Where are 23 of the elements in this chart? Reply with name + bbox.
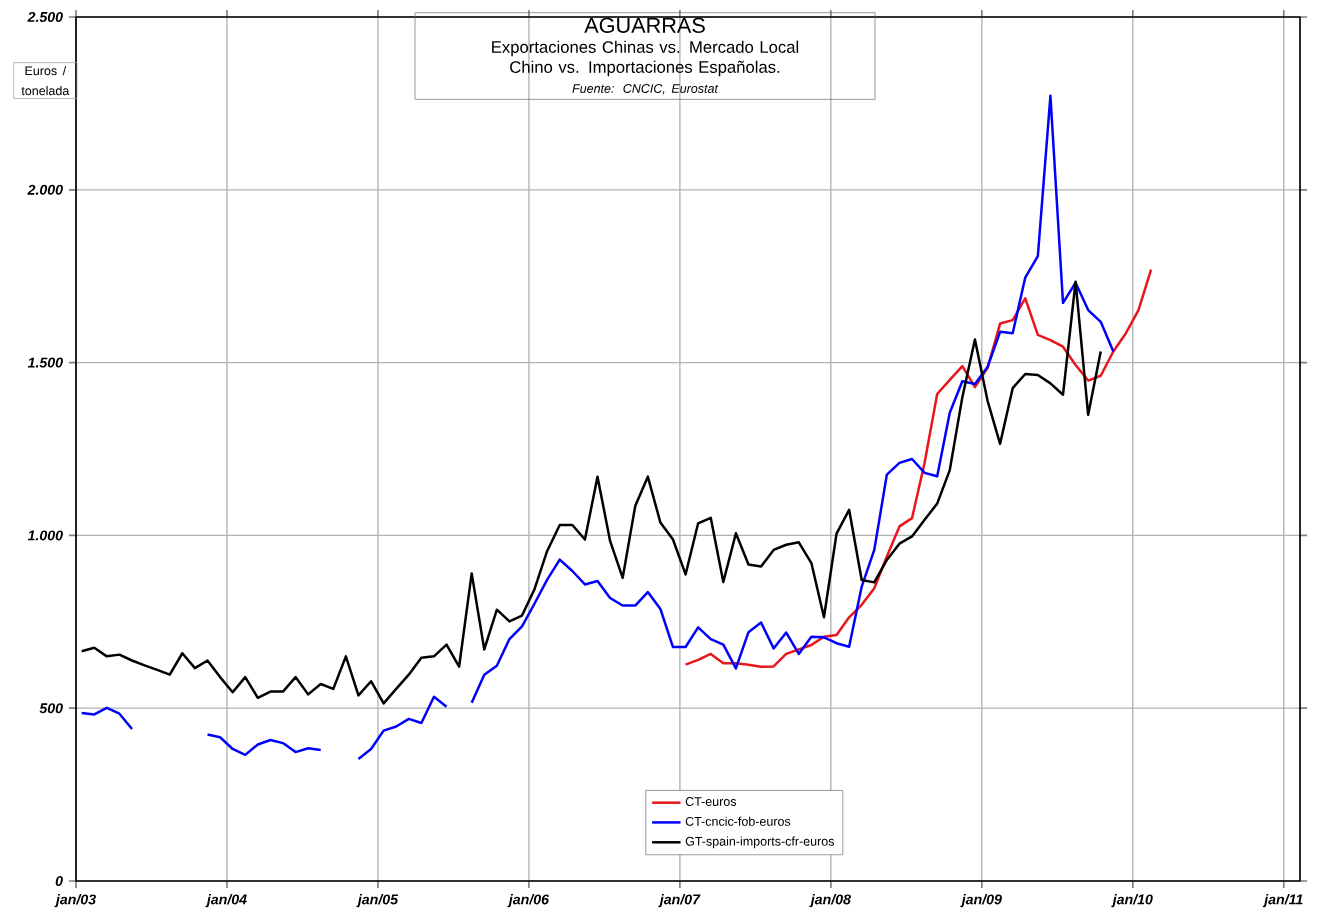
- x-tick-label: jan/05: [356, 893, 399, 908]
- y-tick-label: 2.000: [27, 184, 63, 195]
- chart-title: AGUARRAS: [584, 17, 705, 33]
- legend-label: GT-spain-imports-cfr-euros: [685, 836, 834, 849]
- y-tick-label: 1.500: [27, 357, 63, 368]
- text: Exportaciones Chinas vs. Mercado Local Chino vs. Importaciones Españolas.: [492, 40, 799, 77]
- legend-label: CT-euros: [685, 797, 737, 806]
- x-tick-label: jan/09: [960, 893, 1002, 908]
- legend-label: CT-cncic-fob-euros: [685, 816, 791, 826]
- line-series: [80, 280, 1102, 705]
- x-tick-label: jan/11: [1262, 893, 1303, 908]
- x-tick-label: jan/06: [507, 893, 550, 908]
- x-tick-label: jan/08: [809, 893, 851, 908]
- x-tick-label: jan/07: [658, 893, 701, 908]
- x-tick-label: jan/03: [54, 893, 96, 908]
- x-tick-label: jan/04: [205, 893, 247, 908]
- x-tick-label: jan/10: [1111, 893, 1153, 908]
- y-tick-label: 1.000: [27, 530, 63, 541]
- y-tick-label: 500: [39, 703, 63, 714]
- y-tick-label: 2.500: [27, 11, 63, 22]
- y-axis-title: Euros / tonelada: [21, 66, 70, 96]
- y-tick-label: 0: [55, 876, 63, 887]
- annotation: Fuente: CNCIC, Eurostat: [572, 84, 719, 95]
